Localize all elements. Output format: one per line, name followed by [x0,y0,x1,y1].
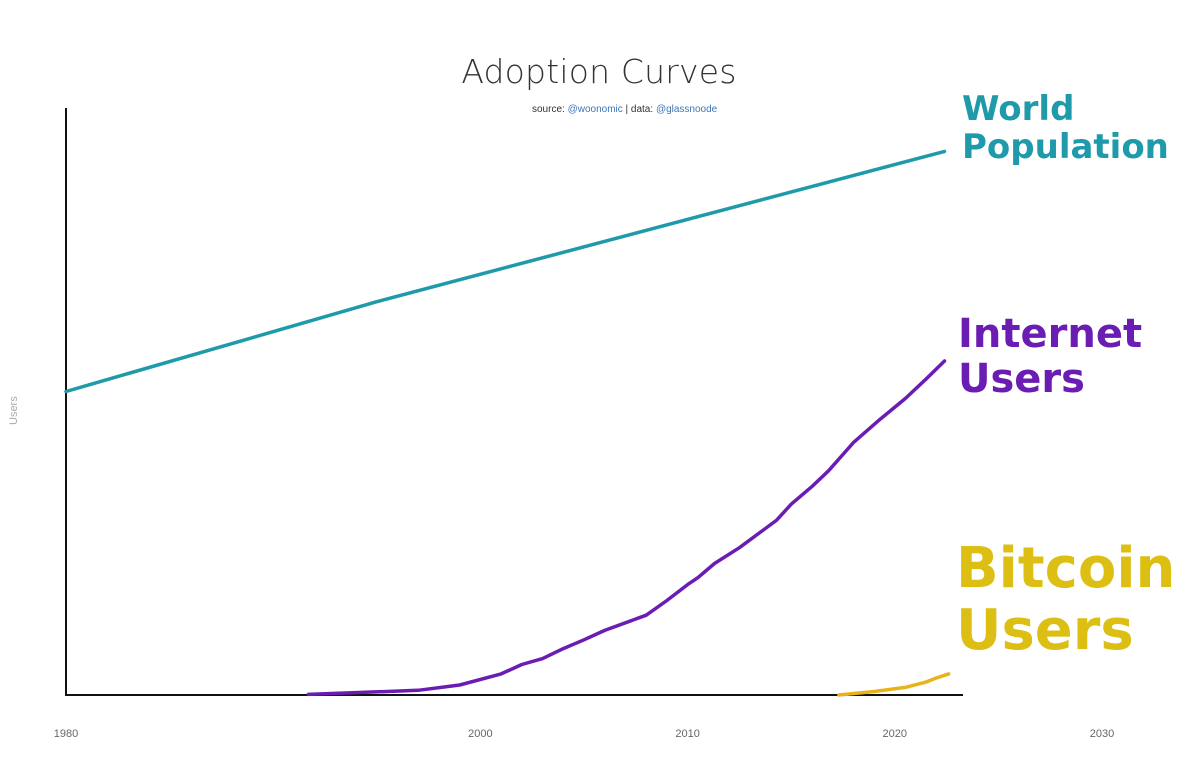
series-label-bitcoin-users: Bitcoin Users [956,538,1175,661]
series-line-internet-users [306,359,947,697]
data-handle-link[interactable]: @glassnoode [655,104,718,115]
y-axis-label: Users [8,396,20,425]
series-line-world-population [64,149,947,394]
x-tick-label: 2030 [1090,728,1114,740]
series-line-bitcoin-users [837,672,951,697]
series-label-line: World [962,89,1075,129]
x-tick-labels: 1980 2000 2010 2020 2030 [54,728,1114,740]
series-label-line: Bitcoin [956,536,1176,601]
series-label-line: Users [958,355,1085,402]
chart-axes [65,108,963,696]
series-label-world-population: World Population [962,90,1169,166]
series-layer [64,149,951,697]
x-tick-label: 1980 [54,728,78,740]
source-handle-link[interactable]: @woonomic [567,104,623,115]
subtitle-separator: | data: [622,104,656,115]
series-label-line: Population [962,127,1169,168]
x-tick-label: 2020 [883,728,907,740]
series-label-line: Users [956,597,1134,663]
x-tick-label: 2010 [675,728,699,740]
x-tick-label: 2000 [468,728,492,740]
series-label-line: Internet [958,311,1143,357]
chart-title: Adoption Curves [461,52,737,91]
subtitle-prefix: source: [532,104,568,115]
chart-subtitle: source: @woonomic | data: @glassnoode [532,104,717,115]
series-label-internet-users: Internet Users [958,312,1142,402]
